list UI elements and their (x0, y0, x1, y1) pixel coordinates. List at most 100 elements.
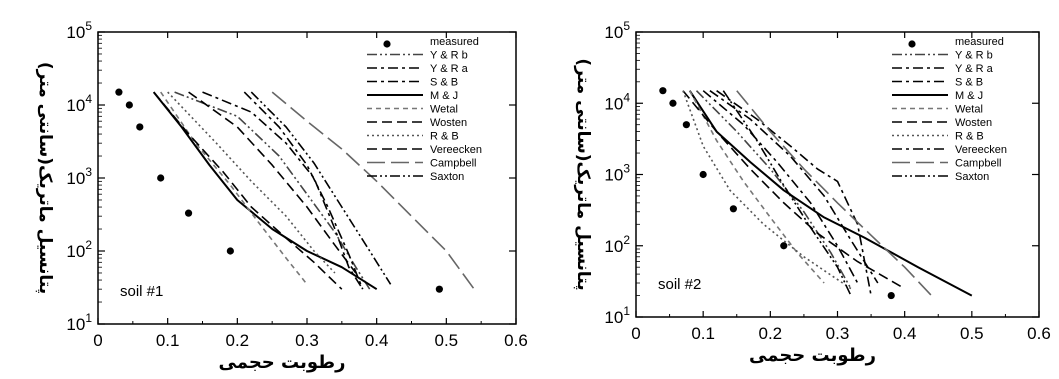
series-line (688, 90, 825, 284)
x-tick-label: 0.6 (1027, 324, 1051, 343)
legend-label: Wetal (430, 104, 458, 116)
legend-label: R & B (430, 131, 459, 143)
series-line (152, 91, 378, 291)
legend-label: Y & R a (430, 63, 469, 75)
series-line (243, 91, 364, 290)
x-tick-label: 0.3 (826, 324, 850, 343)
legend-label: Wosten (430, 117, 467, 129)
series-line (188, 91, 357, 274)
chart-panel-2: 0 0.1 0.2 0.3 0.4 0.5 0.6101102103104105رطوبت … (573, 19, 1051, 366)
y-tick-exponent: 3 (85, 165, 92, 179)
x-tick-label: 0 (93, 331, 102, 350)
y-tick-base: 10 (604, 308, 623, 327)
series-line (722, 90, 852, 296)
y-tick-label: 101 (66, 311, 92, 334)
measured-point (780, 242, 788, 250)
legend-label: R & B (955, 131, 984, 143)
legend-marker (383, 40, 391, 48)
y-tick-exponent: 4 (85, 92, 92, 106)
series-line (695, 90, 852, 289)
measured-point (136, 123, 144, 131)
legend-label: Vereecken (955, 144, 1007, 156)
x-tick-label: 0.2 (759, 324, 783, 343)
measured-point (682, 121, 690, 129)
series-line (682, 90, 906, 290)
x-tick-label: 0.5 (435, 331, 459, 350)
measured-point (157, 174, 165, 182)
y-tick-exponent: 2 (623, 233, 630, 247)
legend-marker (908, 40, 916, 48)
x-axis-label: رطوبت حجمی (749, 345, 876, 366)
x-tick-label: 0.5 (960, 324, 984, 343)
legend-label: measured (955, 36, 1004, 48)
y-tick-exponent: 2 (85, 238, 92, 252)
y-tick-label: 102 (604, 233, 630, 256)
y-tick-base: 10 (66, 96, 85, 115)
legend-label: S & B (430, 77, 458, 89)
measured-point (184, 209, 193, 217)
x-tick-label: 0.2 (226, 331, 250, 350)
legend-label: Y & R a (955, 63, 994, 75)
measured-point (125, 101, 133, 109)
legend-label: Saxton (430, 171, 464, 183)
y-tick-label: 105 (66, 19, 92, 42)
measured-point (115, 88, 123, 96)
y-tick-base: 10 (66, 23, 85, 42)
legend-label: Y & R b (955, 50, 993, 62)
y-tick-label: 105 (604, 19, 630, 42)
y-tick-exponent: 4 (623, 90, 630, 104)
legend-label: Campbell (955, 158, 1001, 170)
legend-label: Y & R b (430, 50, 468, 62)
measured-point (669, 99, 677, 107)
series-line (271, 91, 475, 290)
y-tick-base: 10 (604, 166, 623, 185)
legend-label: Wetal (955, 104, 983, 116)
y-axis-label: پتانسیل ماتریک(سانتی متر) (35, 62, 55, 294)
y-tick-base: 10 (66, 315, 85, 334)
y-tick-label: 104 (604, 90, 630, 113)
x-tick-label: 0.1 (691, 324, 715, 343)
series-line (202, 91, 364, 290)
y-tick-base: 10 (66, 242, 85, 261)
y-tick-exponent: 1 (85, 311, 92, 325)
y-tick-exponent: 5 (85, 19, 92, 33)
legend-label: measured (430, 36, 479, 48)
y-tick-label: 102 (66, 238, 92, 261)
legend-label: Vereecken (430, 144, 482, 156)
legend-label: M & J (955, 90, 983, 102)
legend-label: S & B (955, 77, 983, 89)
y-tick-base: 10 (66, 169, 85, 188)
y-tick-base: 10 (604, 23, 623, 42)
measured-point (699, 170, 707, 179)
y-tick-base: 10 (604, 237, 623, 256)
y-tick-label: 103 (604, 162, 630, 185)
legend-label: Campbell (430, 158, 476, 170)
measured-point (226, 247, 234, 255)
y-tick-exponent: 3 (623, 162, 630, 176)
x-tick-label: 0.1 (156, 331, 180, 350)
measured-point (435, 285, 443, 293)
series-line (167, 91, 336, 274)
y-tick-exponent: 5 (623, 19, 630, 33)
y-tick-label: 104 (66, 92, 92, 115)
x-tick-label: 0.3 (295, 331, 319, 350)
y-tick-base: 10 (604, 94, 623, 113)
chart-panel-1: 0 0.1 0.2 0.3 0.4 0.5 0.6101102103104105رطوبت … (35, 19, 528, 373)
series-line (250, 91, 392, 285)
series-line (709, 90, 879, 284)
legend-label: Wosten (955, 117, 992, 129)
y-tick-label: 103 (66, 165, 92, 188)
series-line (160, 91, 308, 285)
series-line (153, 91, 343, 290)
y-axis-label: پتانسیل ماتریک(سانتی متر) (573, 58, 593, 290)
panel-label: soil #1 (120, 283, 163, 300)
series-line (702, 90, 859, 284)
measured-point (729, 205, 737, 213)
x-tick-label: 0 (631, 324, 640, 343)
x-tick-label: 0.4 (365, 331, 389, 350)
legend-label: M & J (430, 90, 458, 102)
x-axis-label: رطوبت حجمی (219, 352, 346, 373)
x-tick-label: 0.4 (893, 324, 917, 343)
y-tick-exponent: 1 (623, 304, 630, 318)
